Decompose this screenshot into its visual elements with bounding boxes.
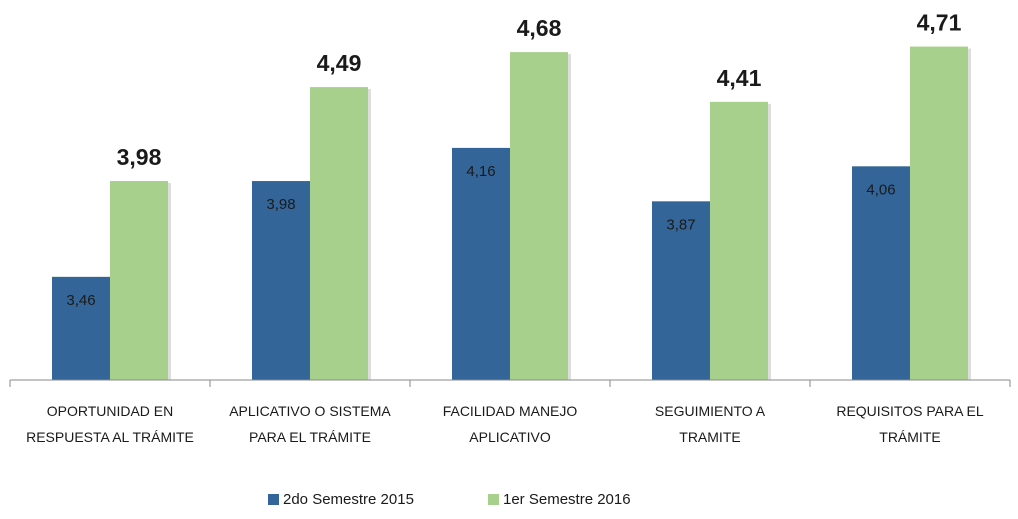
data-label: 3,46 [66, 292, 95, 309]
bar [510, 52, 568, 381]
bar [52, 276, 110, 380]
bar [252, 181, 310, 380]
legend-label: 1er Semestre 2016 [503, 491, 631, 508]
data-label: 4,68 [517, 15, 562, 41]
bar [710, 101, 768, 380]
x-tick-label: REQUISITOS PARA EL TRÁMITE [836, 403, 984, 445]
bar [852, 166, 910, 380]
legend-swatch [488, 494, 499, 505]
data-label: 3,98 [266, 196, 295, 213]
bar [110, 181, 168, 380]
bar [652, 201, 710, 380]
bar [310, 87, 368, 381]
data-label: 4,06 [866, 181, 895, 198]
data-label: 4,49 [317, 50, 362, 76]
bar [452, 147, 510, 380]
x-tick-label: SEGUIMIENTO A TRAMITE [654, 403, 766, 445]
data-label: 3,98 [117, 144, 162, 170]
data-label: 4,41 [717, 65, 762, 91]
data-label: 4,16 [466, 163, 495, 180]
x-tick-label: APLICATIVO O SISTEMA PARA EL TRÁMITE [229, 403, 391, 445]
x-tick-label: FACILIDAD MANEJO APLICATIVO [442, 403, 578, 445]
data-label: 4,71 [917, 10, 962, 36]
x-tick-label: OPORTUNIDAD EN RESPUESTA AL TRÁMITE [26, 403, 194, 445]
legend-label: 2do Semestre 2015 [283, 491, 414, 508]
bar [910, 46, 968, 380]
legend-swatch [268, 494, 279, 505]
data-label: 3,87 [666, 216, 695, 233]
